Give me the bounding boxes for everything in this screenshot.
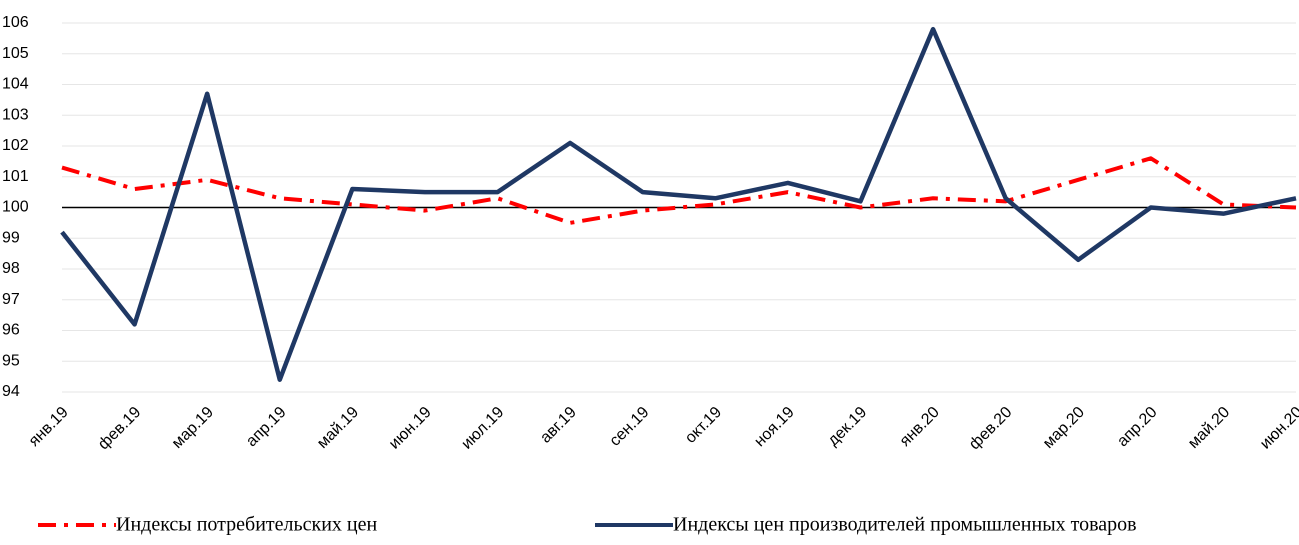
x-tick-label: июн.20 <box>1257 404 1299 453</box>
y-tick-label: 103 <box>2 106 29 123</box>
series-line <box>60 26 1297 382</box>
x-tick-label: сен.19 <box>607 404 653 450</box>
x-tick-label: май.19 <box>314 404 362 452</box>
x-tick-label: авг.19 <box>537 404 580 447</box>
x-tick-label: июл.19 <box>458 404 507 453</box>
y-tick-label: 101 <box>2 168 29 185</box>
y-tick-label: 99 <box>2 229 20 246</box>
x-tick-label: янв.20 <box>897 404 943 450</box>
legend-item: Индексы цен производителей промышленных … <box>595 514 1137 536</box>
y-tick-label: 97 <box>2 291 20 308</box>
x-tick-label: июн.19 <box>386 404 435 453</box>
x-tick-label: дек.19 <box>825 404 871 450</box>
x-tick-label: апр.20 <box>1114 404 1161 451</box>
legend-item: Индексы потребительских цен <box>38 514 378 536</box>
x-tick-label: янв.19 <box>26 404 72 450</box>
y-tick-label: 94 <box>2 383 20 400</box>
y-tick-label: 102 <box>2 137 29 154</box>
y-tick-label: 100 <box>2 199 29 216</box>
legend-label: Индексы цен производителей промышленных … <box>673 514 1137 536</box>
x-tick-label: май.20 <box>1185 404 1233 452</box>
series-line <box>61 156 1297 225</box>
x-tick-label: мар.19 <box>169 404 217 452</box>
y-tick-label: 96 <box>2 322 20 339</box>
y-tick-label: 98 <box>2 260 20 277</box>
x-tick-label: окт.19 <box>682 404 725 447</box>
x-tick-label: фев.20 <box>966 404 1015 453</box>
y-tick-label: 104 <box>2 76 29 93</box>
x-tick-label: фев.19 <box>95 404 144 453</box>
y-tick-label: 105 <box>2 45 29 62</box>
legend-label: Индексы потребительских цен <box>116 514 378 536</box>
y-tick-label: 95 <box>2 352 20 369</box>
y-tick-label: 106 <box>2 14 29 31</box>
x-tick-label: ноя.19 <box>751 404 797 450</box>
x-tick-label: мар.20 <box>1040 404 1088 452</box>
x-tick-label: апр.19 <box>243 404 290 451</box>
